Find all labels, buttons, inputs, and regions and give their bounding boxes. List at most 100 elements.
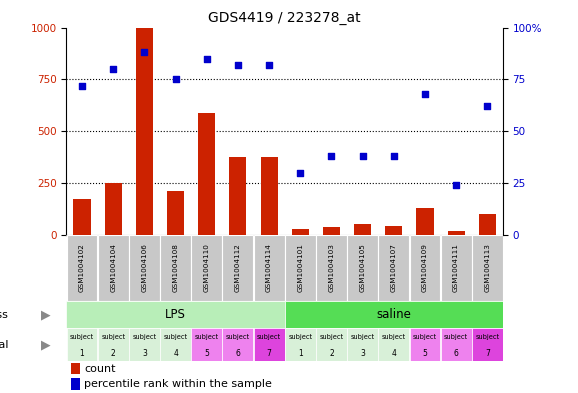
Point <box>202 55 212 62</box>
FancyBboxPatch shape <box>285 328 316 361</box>
Bar <box>261 157 277 235</box>
Text: subject: subject <box>413 334 437 340</box>
Text: 5: 5 <box>204 349 209 358</box>
Text: 1: 1 <box>298 349 303 358</box>
Text: subject: subject <box>381 334 406 340</box>
FancyBboxPatch shape <box>160 235 191 301</box>
Text: ▶: ▶ <box>42 308 51 321</box>
Bar <box>229 157 246 235</box>
Text: 4: 4 <box>173 349 178 358</box>
FancyBboxPatch shape <box>347 328 378 361</box>
Point <box>451 182 461 189</box>
FancyBboxPatch shape <box>347 235 378 301</box>
Text: 2: 2 <box>329 349 334 358</box>
Text: GSM1004107: GSM1004107 <box>391 244 397 292</box>
Text: GSM1004109: GSM1004109 <box>422 244 428 292</box>
Text: stress: stress <box>0 310 9 320</box>
Text: GSM1004110: GSM1004110 <box>203 244 210 292</box>
Point <box>234 62 243 68</box>
FancyBboxPatch shape <box>440 328 472 361</box>
FancyBboxPatch shape <box>223 235 253 301</box>
Text: individual: individual <box>0 340 9 349</box>
Bar <box>198 113 216 235</box>
Point <box>171 76 180 83</box>
Text: subject: subject <box>226 334 250 340</box>
Text: 3: 3 <box>142 349 147 358</box>
Point <box>109 66 118 72</box>
Text: LPS: LPS <box>165 308 186 321</box>
FancyBboxPatch shape <box>379 328 409 361</box>
Bar <box>71 363 80 375</box>
Point <box>389 153 398 160</box>
Text: GSM1004112: GSM1004112 <box>235 244 241 292</box>
FancyBboxPatch shape <box>316 235 347 301</box>
FancyBboxPatch shape <box>472 328 503 361</box>
Bar <box>105 183 122 235</box>
FancyBboxPatch shape <box>254 328 284 361</box>
Text: 7: 7 <box>485 349 490 358</box>
Text: subject: subject <box>70 334 94 340</box>
FancyBboxPatch shape <box>440 235 472 301</box>
Bar <box>447 231 465 235</box>
Text: 5: 5 <box>423 349 427 358</box>
Bar <box>416 208 434 235</box>
Text: saline: saline <box>376 308 411 321</box>
Text: GSM1004102: GSM1004102 <box>79 244 85 292</box>
Text: subject: subject <box>444 334 468 340</box>
FancyBboxPatch shape <box>409 328 440 361</box>
Text: 1: 1 <box>80 349 84 358</box>
Text: subject: subject <box>132 334 157 340</box>
Text: GSM1004103: GSM1004103 <box>328 244 335 292</box>
Point <box>327 153 336 160</box>
Bar <box>354 224 371 235</box>
Text: 4: 4 <box>391 349 396 358</box>
Text: subject: subject <box>195 334 219 340</box>
Text: 3: 3 <box>360 349 365 358</box>
Bar <box>292 229 309 235</box>
Text: GSM1004104: GSM1004104 <box>110 244 116 292</box>
Text: GSM1004108: GSM1004108 <box>173 244 179 292</box>
Text: GSM1004113: GSM1004113 <box>484 244 490 292</box>
Title: GDS4419 / 223278_at: GDS4419 / 223278_at <box>208 11 361 25</box>
Text: subject: subject <box>320 334 343 340</box>
Text: GSM1004111: GSM1004111 <box>453 244 459 292</box>
Bar <box>73 199 91 235</box>
FancyBboxPatch shape <box>254 235 284 301</box>
FancyBboxPatch shape <box>379 235 409 301</box>
Bar <box>479 215 496 235</box>
FancyBboxPatch shape <box>472 235 503 301</box>
FancyBboxPatch shape <box>160 328 191 361</box>
Text: subject: subject <box>164 334 188 340</box>
Text: ▶: ▶ <box>42 338 51 351</box>
Text: subject: subject <box>475 334 499 340</box>
Text: GSM1004114: GSM1004114 <box>266 244 272 292</box>
Text: subject: subject <box>288 334 312 340</box>
Text: subject: subject <box>101 334 125 340</box>
Text: percentile rank within the sample: percentile rank within the sample <box>84 379 272 389</box>
Text: subject: subject <box>350 334 375 340</box>
Text: 2: 2 <box>111 349 116 358</box>
Bar <box>323 227 340 235</box>
FancyBboxPatch shape <box>98 235 129 301</box>
Text: GSM1004105: GSM1004105 <box>360 244 366 292</box>
FancyBboxPatch shape <box>129 235 160 301</box>
Bar <box>167 191 184 235</box>
FancyBboxPatch shape <box>129 328 160 361</box>
FancyBboxPatch shape <box>66 235 98 301</box>
FancyBboxPatch shape <box>66 301 284 328</box>
Text: count: count <box>84 364 116 374</box>
FancyBboxPatch shape <box>191 328 222 361</box>
FancyBboxPatch shape <box>409 235 440 301</box>
Bar <box>136 28 153 235</box>
Text: 7: 7 <box>266 349 272 358</box>
Text: 6: 6 <box>235 349 240 358</box>
FancyBboxPatch shape <box>284 301 503 328</box>
FancyBboxPatch shape <box>223 328 253 361</box>
FancyBboxPatch shape <box>66 328 98 361</box>
Point <box>358 153 367 160</box>
FancyBboxPatch shape <box>285 235 316 301</box>
FancyBboxPatch shape <box>191 235 222 301</box>
Text: 6: 6 <box>454 349 458 358</box>
FancyBboxPatch shape <box>98 328 129 361</box>
Point <box>77 83 87 89</box>
